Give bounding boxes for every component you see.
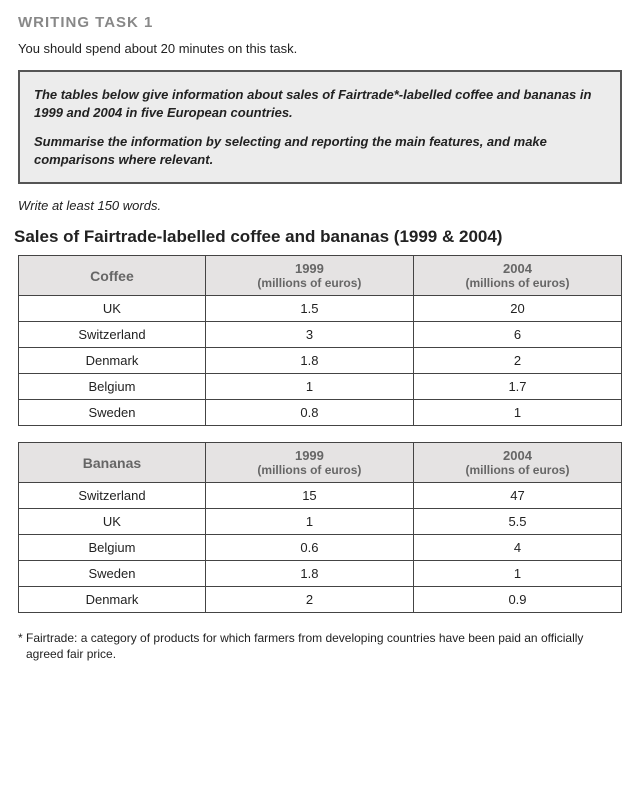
cell-1999: 2 — [205, 587, 413, 613]
cell-2004: 20 — [413, 296, 621, 322]
cell-2004: 0.9 — [413, 587, 621, 613]
prompt-paragraph-2: Summarise the information by selecting a… — [34, 133, 606, 168]
cell-country: Denmark — [19, 348, 206, 374]
column-header-1999: 1999 (millions of euros) — [205, 443, 413, 483]
table-row: Denmark1.82 — [19, 348, 622, 374]
table-row: Denmark20.9 — [19, 587, 622, 613]
coffee-table-body: UK1.520Switzerland36Denmark1.82Belgium11… — [19, 296, 622, 426]
prompt-paragraph-1: The tables below give information about … — [34, 86, 606, 121]
cell-1999: 0.8 — [205, 400, 413, 426]
cell-country: UK — [19, 509, 206, 535]
year-label: 2004 — [503, 261, 532, 276]
bananas-table: Bananas 1999 (millions of euros) 2004 (m… — [18, 442, 622, 613]
cell-1999: 1.8 — [205, 348, 413, 374]
table-header-row: Coffee 1999 (millions of euros) 2004 (mi… — [19, 256, 622, 296]
cell-1999: 3 — [205, 322, 413, 348]
cell-2004: 1 — [413, 561, 621, 587]
bananas-table-body: Switzerland1547UK15.5Belgium0.64Sweden1.… — [19, 483, 622, 613]
year-label: 2004 — [503, 448, 532, 463]
cell-1999: 15 — [205, 483, 413, 509]
table-row: Switzerland36 — [19, 322, 622, 348]
word-count-instruction: Write at least 150 words. — [18, 198, 622, 213]
column-header-2004: 2004 (millions of euros) — [413, 443, 621, 483]
cell-country: Sweden — [19, 561, 206, 587]
year-label: 1999 — [295, 448, 324, 463]
cell-2004: 1.7 — [413, 374, 621, 400]
tables-title: Sales of Fairtrade-labelled coffee and b… — [14, 227, 622, 247]
task-heading: WRITING TASK 1 — [18, 14, 622, 31]
column-header-product: Coffee — [19, 256, 206, 296]
cell-country: Sweden — [19, 400, 206, 426]
time-instruction: You should spend about 20 minutes on thi… — [18, 41, 622, 56]
table-row: Switzerland1547 — [19, 483, 622, 509]
cell-2004: 47 — [413, 483, 621, 509]
cell-1999: 1 — [205, 374, 413, 400]
cell-2004: 1 — [413, 400, 621, 426]
coffee-table: Coffee 1999 (millions of euros) 2004 (mi… — [18, 255, 622, 426]
column-header-product: Bananas — [19, 443, 206, 483]
cell-1999: 1.5 — [205, 296, 413, 322]
unit-label: (millions of euros) — [212, 276, 407, 290]
column-header-1999: 1999 (millions of euros) — [205, 256, 413, 296]
table-row: Belgium0.64 — [19, 535, 622, 561]
unit-label: (millions of euros) — [212, 463, 407, 477]
cell-country: UK — [19, 296, 206, 322]
unit-label: (millions of euros) — [420, 463, 615, 477]
table-header-row: Bananas 1999 (millions of euros) 2004 (m… — [19, 443, 622, 483]
table-row: UK1.520 — [19, 296, 622, 322]
cell-country: Belgium — [19, 535, 206, 561]
footnote: * Fairtrade: a category of products for … — [18, 631, 622, 662]
cell-1999: 1.8 — [205, 561, 413, 587]
cell-2004: 6 — [413, 322, 621, 348]
table-row: Sweden0.81 — [19, 400, 622, 426]
cell-1999: 1 — [205, 509, 413, 535]
year-label: 1999 — [295, 261, 324, 276]
cell-country: Denmark — [19, 587, 206, 613]
cell-2004: 4 — [413, 535, 621, 561]
table-row: UK15.5 — [19, 509, 622, 535]
column-header-2004: 2004 (millions of euros) — [413, 256, 621, 296]
cell-country: Belgium — [19, 374, 206, 400]
cell-2004: 5.5 — [413, 509, 621, 535]
prompt-box: The tables below give information about … — [18, 70, 622, 184]
table-row: Belgium11.7 — [19, 374, 622, 400]
cell-country: Switzerland — [19, 322, 206, 348]
unit-label: (millions of euros) — [420, 276, 615, 290]
cell-1999: 0.6 — [205, 535, 413, 561]
cell-2004: 2 — [413, 348, 621, 374]
table-row: Sweden1.81 — [19, 561, 622, 587]
cell-country: Switzerland — [19, 483, 206, 509]
